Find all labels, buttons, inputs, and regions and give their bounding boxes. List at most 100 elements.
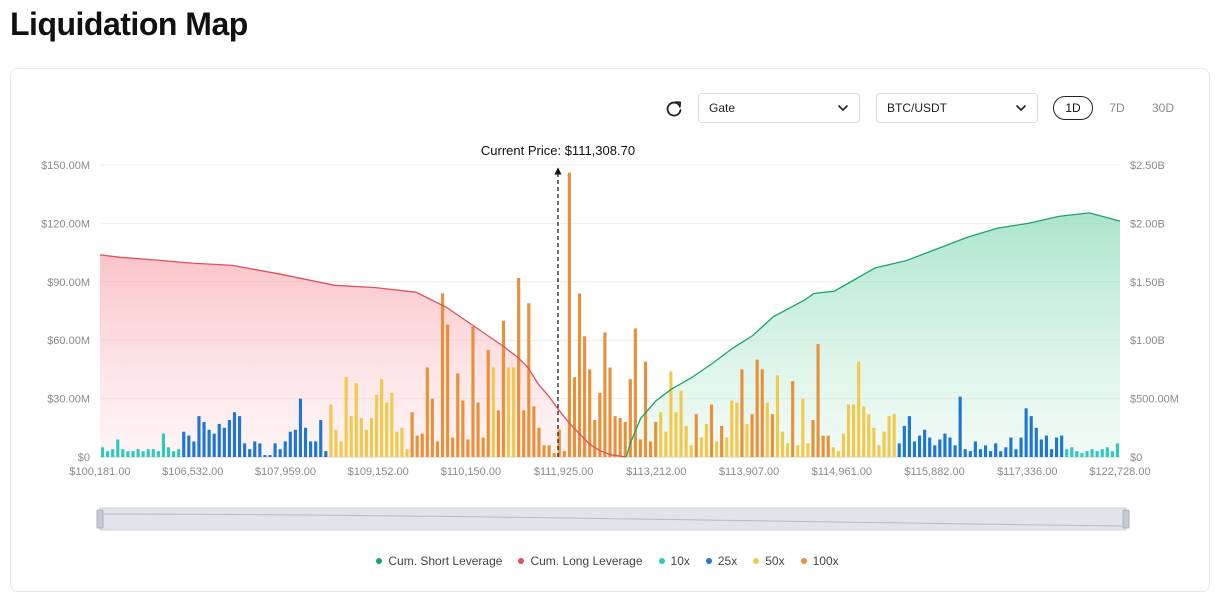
chevron-down-icon bbox=[1016, 105, 1026, 111]
y-left-tick-label: $60.00M bbox=[47, 335, 90, 347]
zoom-slider-handle-left[interactable] bbox=[96, 509, 104, 529]
range-button-7d[interactable]: 7D bbox=[1097, 96, 1137, 120]
bar-100x bbox=[532, 406, 536, 457]
bar-10x bbox=[106, 451, 110, 457]
legend-dot-icon bbox=[376, 558, 383, 564]
bar-50x bbox=[339, 441, 343, 457]
refresh-icon[interactable] bbox=[664, 99, 684, 119]
bar-10x bbox=[1065, 449, 1069, 457]
legend-item[interactable]: 10x bbox=[658, 554, 690, 568]
bar-50x bbox=[704, 423, 708, 457]
bar-25x bbox=[237, 416, 242, 457]
bar-100x bbox=[694, 414, 698, 457]
bar-100x bbox=[638, 439, 643, 457]
bar-25x bbox=[258, 443, 262, 457]
bar-100x bbox=[440, 293, 445, 457]
legend-item[interactable]: Cum. Long Leverage bbox=[518, 554, 643, 568]
zoom-slider-handle-right[interactable] bbox=[1122, 509, 1130, 529]
bar-25x bbox=[1004, 447, 1008, 457]
bar-100x bbox=[755, 359, 759, 457]
legend-item[interactable]: 50x bbox=[753, 554, 785, 568]
bar-50x bbox=[892, 414, 896, 457]
y-right-tick-label: $1.50B bbox=[1130, 277, 1165, 289]
bar-25x bbox=[212, 433, 216, 457]
bar-50x bbox=[390, 392, 394, 457]
x-tick-label: $114,961.00 bbox=[812, 466, 872, 478]
bar-50x bbox=[664, 431, 668, 457]
bar-25x bbox=[1009, 437, 1013, 457]
bar-100x bbox=[613, 416, 617, 457]
bar-10x bbox=[141, 451, 145, 457]
bar-10x bbox=[1100, 449, 1104, 457]
bar-25x bbox=[968, 451, 972, 457]
bar-25x bbox=[243, 443, 247, 457]
range-button-30d[interactable]: 30D bbox=[1141, 96, 1186, 120]
bar-100x bbox=[709, 404, 714, 457]
bar-10x bbox=[1115, 443, 1120, 457]
page-title: Liquidation Map bbox=[10, 6, 248, 42]
bar-25x bbox=[999, 451, 1003, 457]
legend-dot-icon bbox=[753, 558, 760, 564]
legend-item[interactable]: Cum. Short Leverage bbox=[376, 554, 502, 568]
legend-dot-icon bbox=[705, 558, 712, 564]
bar-25x bbox=[923, 429, 927, 457]
bar-100x bbox=[552, 453, 556, 457]
legend-item[interactable]: 25x bbox=[705, 554, 737, 568]
bar-25x bbox=[309, 441, 313, 457]
bar-50x bbox=[369, 418, 374, 457]
bar-10x bbox=[177, 449, 181, 457]
bar-25x bbox=[222, 427, 226, 457]
pair-select[interactable]: BTC/USDT bbox=[876, 93, 1038, 123]
current-price-label: Current Price: $111,308.70 bbox=[481, 143, 635, 158]
bar-25x bbox=[187, 435, 191, 457]
bar-100x bbox=[446, 324, 450, 457]
bar-50x bbox=[405, 449, 409, 457]
bar-25x bbox=[933, 445, 937, 457]
y-left-tick-label: $0 bbox=[78, 452, 90, 464]
bar-100x bbox=[633, 328, 637, 457]
bar-10x bbox=[1110, 451, 1114, 457]
bar-50x bbox=[725, 437, 729, 457]
x-tick-label: $111,925.00 bbox=[534, 466, 594, 478]
bar-50x bbox=[867, 414, 871, 457]
bar-10x bbox=[146, 449, 150, 457]
legend-label: Cum. Long Leverage bbox=[530, 554, 643, 568]
chevron-down-icon bbox=[838, 105, 848, 111]
bar-50x bbox=[780, 431, 785, 457]
bar-50x bbox=[786, 443, 790, 457]
legend-item[interactable]: 100x bbox=[800, 554, 839, 568]
bar-25x bbox=[1019, 437, 1023, 457]
bar-25x bbox=[1029, 416, 1033, 457]
bar-25x bbox=[907, 416, 911, 457]
bar-25x bbox=[1034, 427, 1038, 457]
legend-dot-icon bbox=[658, 558, 665, 564]
bar-25x bbox=[978, 449, 983, 457]
bar-100x bbox=[618, 418, 622, 457]
bar-25x bbox=[1044, 435, 1048, 457]
range-button-1d[interactable]: 1D bbox=[1053, 96, 1093, 120]
bar-100x bbox=[598, 392, 602, 457]
bar-10x bbox=[161, 433, 166, 457]
exchange-select[interactable]: Gate bbox=[698, 93, 860, 123]
bar-50x bbox=[684, 425, 688, 457]
bar-25x bbox=[263, 455, 267, 457]
bar-50x bbox=[836, 451, 840, 457]
bar-25x bbox=[273, 443, 277, 457]
bar-100x bbox=[501, 320, 506, 457]
y-left-tick-label: $120.00M bbox=[41, 218, 90, 230]
x-tick-label: $110,150.00 bbox=[441, 466, 501, 478]
bar-100x bbox=[481, 437, 485, 457]
bar-100x bbox=[466, 439, 470, 457]
legend-label: 100x bbox=[812, 554, 839, 568]
bar-25x bbox=[298, 398, 303, 457]
legend-label: Cum. Short Leverage bbox=[388, 554, 503, 568]
bar-100x bbox=[760, 369, 764, 457]
bar-100x bbox=[476, 402, 480, 457]
bar-25x bbox=[958, 396, 962, 457]
bar-100x bbox=[770, 414, 774, 457]
x-tick-label: $113,212.00 bbox=[626, 466, 686, 478]
bar-100x bbox=[456, 373, 460, 457]
bar-25x bbox=[1060, 435, 1064, 457]
x-tick-label: $107,959.00 bbox=[255, 466, 316, 478]
bar-50x bbox=[679, 390, 683, 457]
